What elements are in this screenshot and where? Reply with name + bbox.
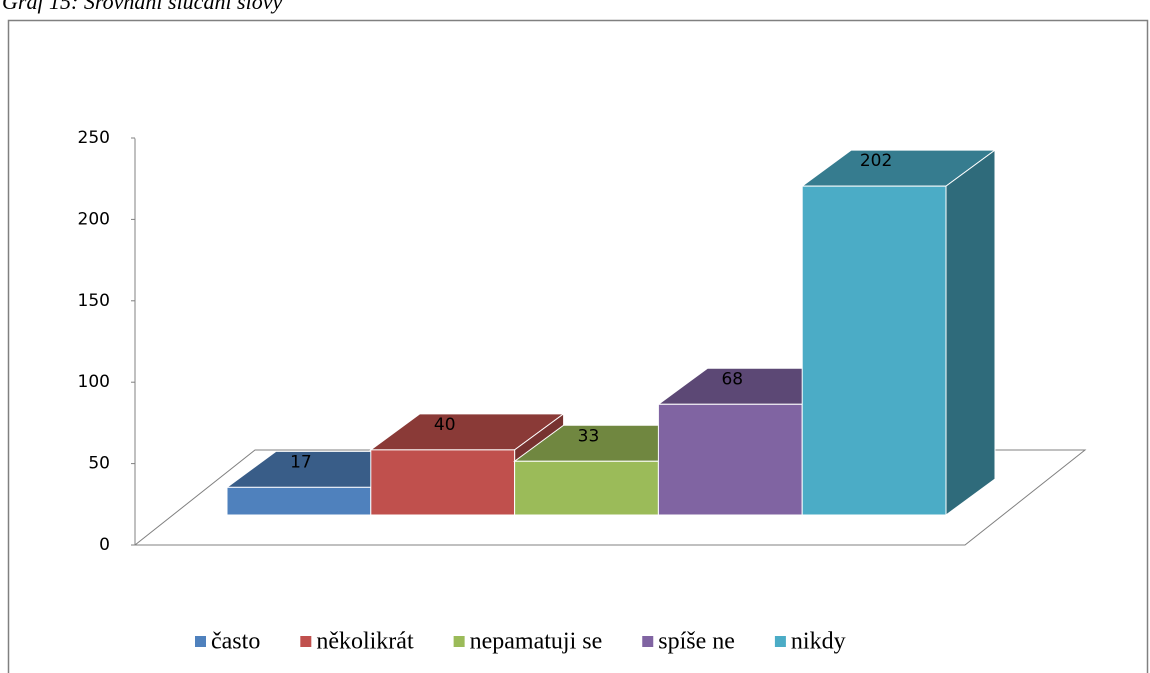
- legend-label: několikrát: [316, 629, 414, 655]
- bar: [514, 460, 659, 516]
- bar: [370, 449, 516, 516]
- legend-label: spíše ne: [658, 629, 735, 655]
- value-label: 68: [721, 369, 743, 389]
- legend-label: nepamatuji se: [470, 629, 603, 655]
- value-label: 17: [290, 452, 312, 472]
- legend-swatch: [453, 636, 465, 647]
- y-tick-label: 50: [88, 454, 110, 474]
- bar-side: [945, 149, 996, 516]
- chart-frame: [7, 19, 1149, 673]
- legend-label: často: [211, 629, 260, 655]
- bar: [226, 486, 372, 516]
- legend-swatch: [300, 636, 312, 647]
- legend-swatch: [774, 636, 786, 647]
- y-tick-label: 0: [99, 535, 110, 555]
- y-tick-label: 150: [78, 291, 110, 311]
- value-label: 33: [578, 426, 600, 446]
- chart-title: Graf 15: Srovnání slučání slovy: [2, 0, 282, 14]
- legend-swatch: [195, 636, 206, 647]
- legend-swatch: [642, 636, 654, 647]
- bar: [657, 403, 803, 516]
- bar: [801, 185, 947, 516]
- y-tick-label: 250: [78, 128, 110, 148]
- value-label: 202: [860, 151, 892, 171]
- y-tick-label: 200: [78, 209, 110, 229]
- y-tick-label: 100: [78, 372, 110, 392]
- value-label: 40: [434, 415, 456, 435]
- legend-label: nikdy: [791, 629, 846, 655]
